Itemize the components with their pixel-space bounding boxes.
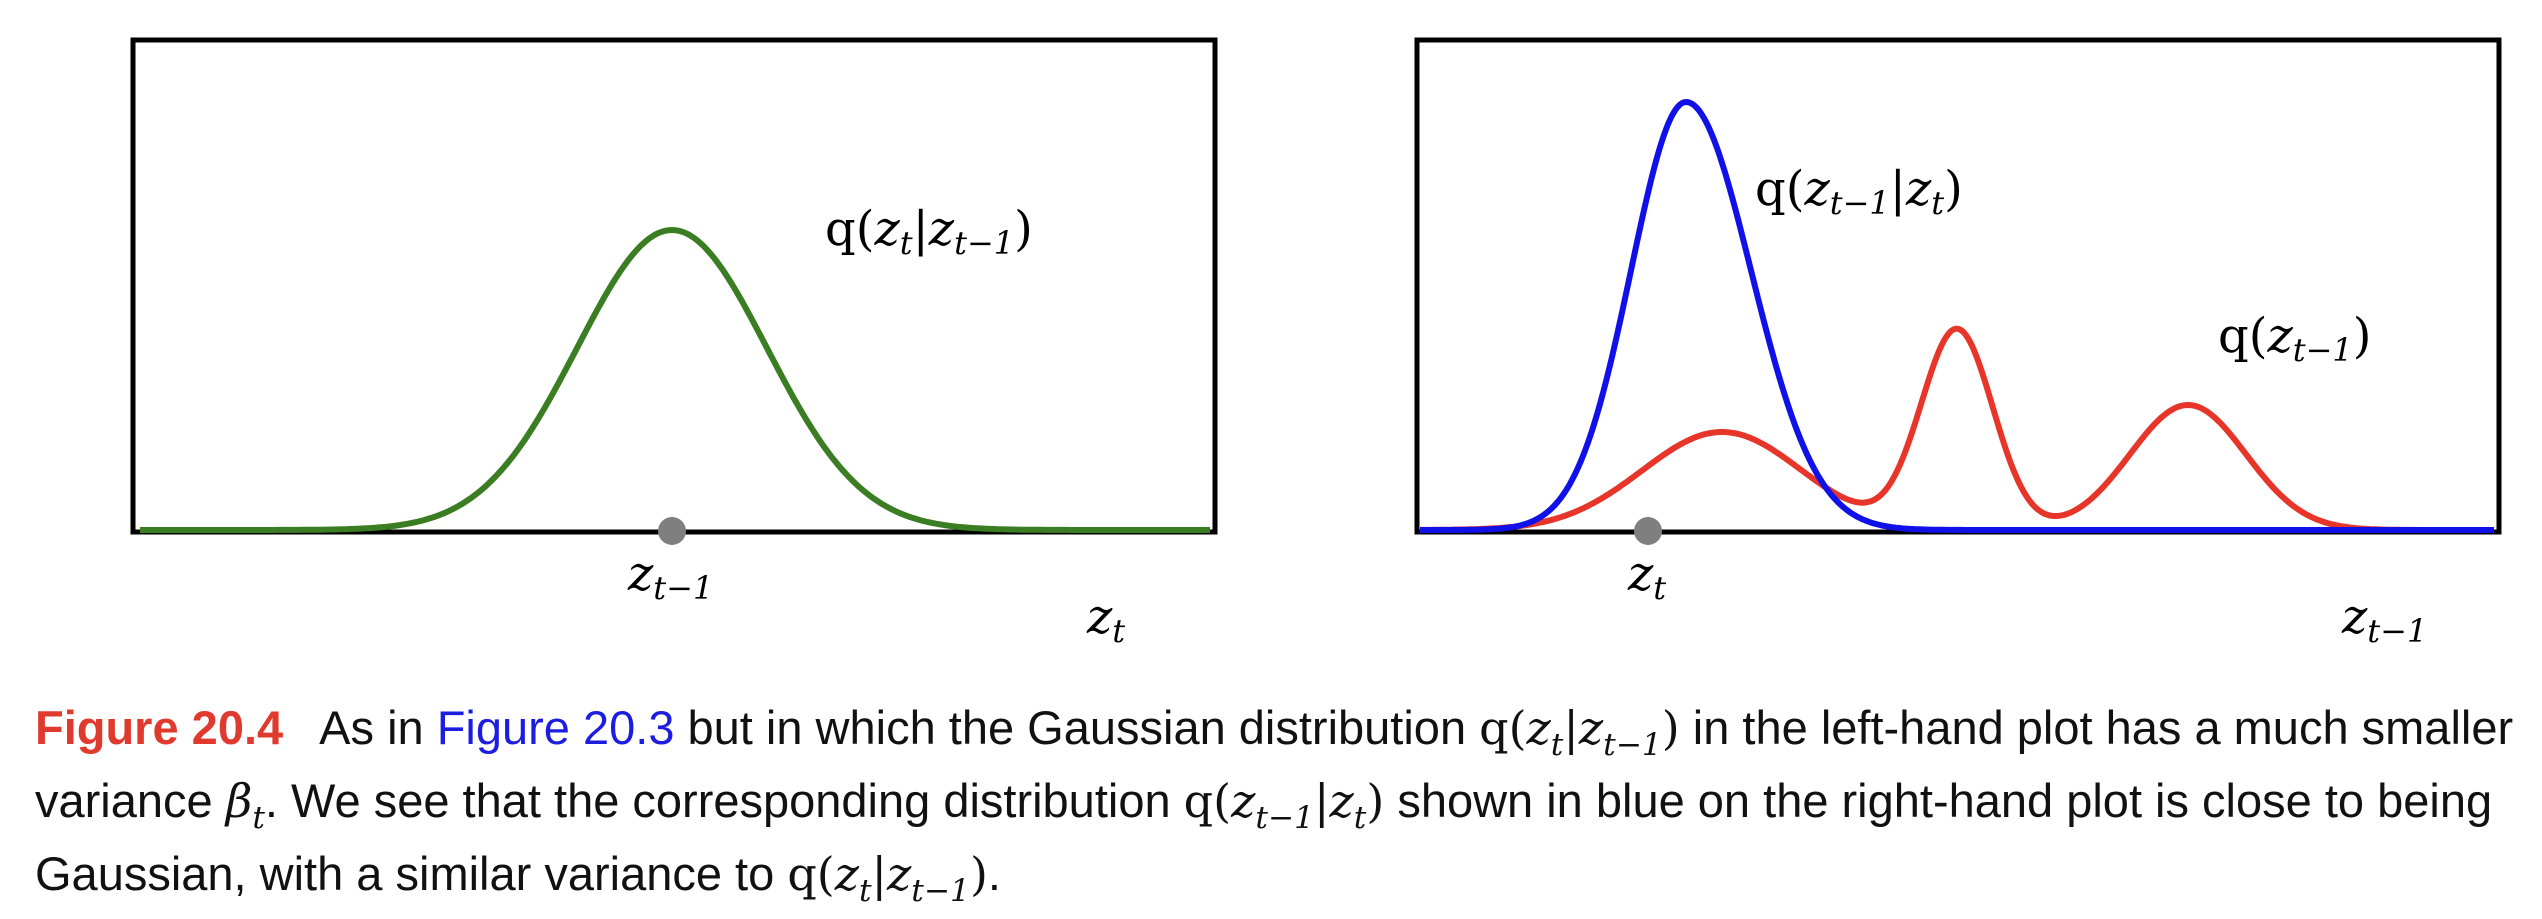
right-point-label: zt (1627, 546, 1666, 607)
caption-q-forward-2: q(zt|zt−1) (787, 846, 988, 909)
blue-posterior-curve (1420, 98, 2494, 533)
caption-text-3: in the left-hand plot has a much smaller… (35, 701, 2514, 827)
left-panel: q(zt|zt−1) zt−1 zt (130, 37, 1218, 650)
red-curve-label: q(zt−1) (2218, 308, 2372, 369)
caption-text-6: . (987, 846, 1001, 900)
figure-reference-link[interactable]: Figure 20.3 (436, 701, 675, 754)
figure-number: Figure 20.4 (35, 701, 284, 754)
caption-beta: βt (225, 773, 265, 836)
caption-text-4: . We see that the corresponding distribu… (264, 773, 1184, 827)
figure: q(zt|zt−1) zt−1 zt q(zt−1|zt) q(zt−1) zt… (130, 37, 2502, 650)
left-gaussian-curve (140, 226, 1210, 533)
right-panel: q(zt−1|zt) q(zt−1) zt zt−1 (1414, 37, 2502, 650)
figure-caption: Figure 20.4 As in Figure 20.3 but in whic… (35, 700, 2515, 919)
caption-q-forward-1: q(zt|zt−1) (1479, 701, 1680, 763)
left-axis-label: zt (1086, 589, 1125, 650)
left-point-marker (658, 517, 686, 545)
left-curve-label: q(zt|zt−1) (825, 201, 1033, 262)
caption-q-reverse: q(zt−1|zt) (1183, 773, 1385, 836)
right-point-marker (1634, 517, 1662, 545)
red-multimodal-curve (1420, 325, 2494, 533)
left-point-label: zt−1 (627, 546, 713, 607)
right-axis-label: zt−1 (2341, 589, 2427, 650)
caption-text-1: As in (319, 701, 437, 754)
caption-text-2: but in which the Gaussian distribution (674, 701, 1480, 754)
caption-text-5: shown in blue on the right-hand plot is … (35, 773, 2493, 900)
blue-curve-label: q(zt−1|zt) (1755, 161, 1963, 222)
left-panel-frame (130, 37, 1218, 535)
